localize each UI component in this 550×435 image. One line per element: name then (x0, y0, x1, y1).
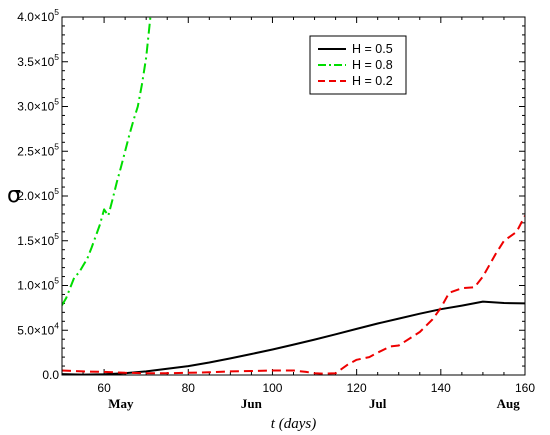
series-line-1 (62, 300, 525, 375)
plot-frame (61, 16, 526, 376)
y-axis-ticks: 0.0 5.0×104 1.0×105 1.5×105 2.0×105 2.5×105 3.… (17, 7, 525, 382)
legend-label: H = 0.2 (352, 74, 393, 88)
x-tick-label: 120 (347, 381, 367, 395)
y-tick-label: 1.0×105 (17, 276, 59, 293)
legend: H = 0.5 H = 0.8 H = 0.2 (309, 35, 407, 95)
y-tick-label: 3.5×105 (17, 52, 59, 69)
x-tick-label: 100 (262, 381, 282, 395)
series-line-3 (62, 215, 525, 375)
x-axis-ticks: 60 80 100 120 140 160 (61, 17, 535, 395)
x-axis-title: t (days) (271, 416, 316, 432)
x-tick-label: 60 (97, 381, 111, 395)
y-tick-label: 2.0×105 (17, 186, 59, 203)
series-layer (62, 17, 525, 375)
x-tick-label: 80 (182, 381, 196, 395)
x-tick-label: 160 (515, 381, 535, 395)
series-line-2 (62, 17, 152, 306)
y-axis-title: σ (7, 183, 21, 208)
x-tick-label: 140 (431, 381, 451, 395)
month-label: Jun (241, 396, 263, 411)
legend-label: H = 0.8 (352, 58, 393, 72)
month-label: May (108, 396, 134, 411)
y-tick-label: 0.0 (42, 368, 59, 382)
y-tick-label: 1.5×105 (17, 231, 59, 248)
legend-label: H = 0.5 (352, 42, 393, 56)
month-label: Jul (369, 396, 387, 411)
y-tick-label: 3.0×105 (17, 97, 59, 114)
y-tick-label: 2.5×105 (17, 141, 59, 158)
y-tick-label: 4.0×105 (17, 7, 59, 24)
month-label: Aug (497, 396, 521, 411)
month-labels: May Jun Jul Aug (108, 396, 520, 411)
y-tick-label: 5.0×104 (17, 320, 59, 337)
